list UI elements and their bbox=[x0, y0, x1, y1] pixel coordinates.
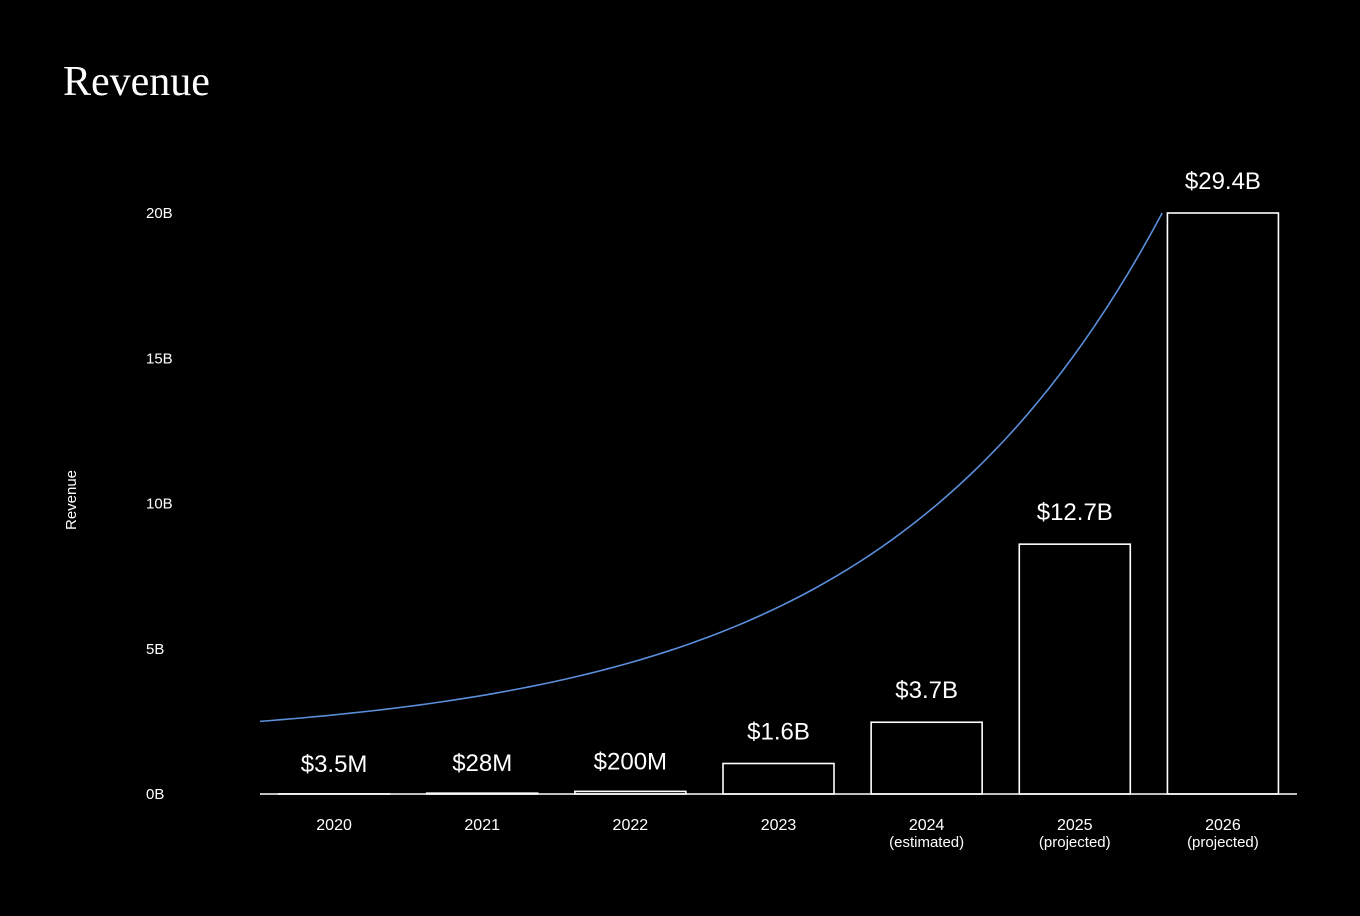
x-axis: 2020 2021 2022 2023 2024(estimated)2025(proj… bbox=[316, 817, 1259, 851]
y-tick-label: 10B bbox=[146, 496, 173, 513]
x-tick-label: 2025 bbox=[1057, 817, 1093, 834]
x-tick-label: 2021 bbox=[464, 817, 500, 834]
x-tick-sublabel: (projected) bbox=[1039, 834, 1111, 851]
y-axis-title: Revenue bbox=[63, 470, 80, 530]
x-tick-label: 2020 bbox=[316, 817, 352, 834]
x-tick-label: 2023 bbox=[761, 817, 797, 834]
y-tick-label: 0B bbox=[146, 786, 164, 803]
y-axis: 0B 5B 10B 15B 20B bbox=[146, 205, 173, 803]
page-title: Revenue bbox=[63, 59, 210, 105]
data-label: $3.5M bbox=[301, 751, 368, 778]
data-label: $3.7B bbox=[895, 677, 958, 704]
data-labels: $3.5M $28M $200M $1.6B $3.7B $12.7B $29.4B bbox=[301, 168, 1261, 778]
y-tick-label: 15B bbox=[146, 350, 173, 367]
data-label: $29.4B bbox=[1185, 168, 1261, 195]
data-label: $1.6B bbox=[747, 718, 810, 745]
trend-curve bbox=[259, 212, 1163, 723]
bar bbox=[1018, 543, 1132, 795]
bar bbox=[722, 762, 835, 795]
y-tick-label: 20B bbox=[146, 205, 173, 222]
x-tick-label: 2022 bbox=[613, 817, 649, 834]
data-label: $200M bbox=[594, 748, 667, 775]
bar bbox=[1166, 212, 1280, 795]
data-label: $12.7B bbox=[1037, 499, 1113, 526]
data-label: $28M bbox=[452, 750, 512, 777]
y-tick-label: 5B bbox=[146, 641, 164, 658]
x-tick-label: 2026 bbox=[1205, 817, 1241, 834]
x-tick-sublabel: (projected) bbox=[1187, 834, 1259, 851]
x-tick-sublabel: (estimated) bbox=[889, 834, 964, 851]
bar bbox=[870, 721, 983, 795]
bars bbox=[277, 212, 1280, 795]
x-tick-label: 2024 bbox=[909, 817, 945, 834]
